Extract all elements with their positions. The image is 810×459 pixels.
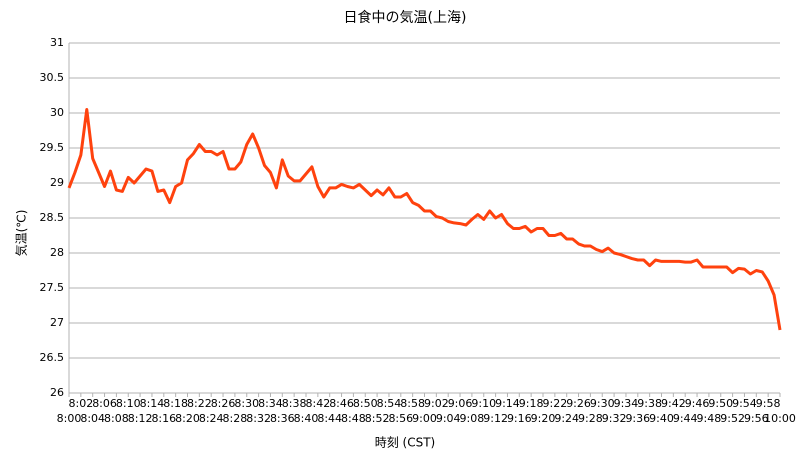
x-tick-label: 8:52 xyxy=(365,412,390,425)
x-tick-label: 8:24 xyxy=(199,412,224,425)
x-tick-label: 9:50 xyxy=(708,397,733,410)
x-tick-label: 8:02 xyxy=(68,397,93,410)
x-tick-label: 10:00 xyxy=(764,412,796,425)
y-tick-label: 30 xyxy=(50,106,64,119)
y-axis-title: 気温(℃) xyxy=(14,210,29,257)
x-tick-label: 9:38 xyxy=(637,397,662,410)
x-tick-label: 8:26 xyxy=(211,397,236,410)
x-tick-label: 9:16 xyxy=(507,412,532,425)
x-tick-label: 9:26 xyxy=(566,397,591,410)
x-tick-label: 9:34 xyxy=(614,397,639,410)
x-tick-label: 9:58 xyxy=(756,397,781,410)
x-tick-label: 9:00 xyxy=(412,412,437,425)
x-tick-label: 8:20 xyxy=(175,412,200,425)
x-tick-label: 9:08 xyxy=(460,412,485,425)
y-tick-label: 29.5 xyxy=(40,141,65,154)
x-tick-label: 8:28 xyxy=(223,412,248,425)
y-tick-label: 29 xyxy=(50,176,64,189)
x-tick-label: 8:48 xyxy=(341,412,366,425)
y-tick-label: 30.5 xyxy=(40,71,65,84)
x-tick-label: 9:20 xyxy=(531,412,556,425)
y-tick-label: 27 xyxy=(50,316,64,329)
x-axis-title: 時刻 (CST) xyxy=(375,436,436,450)
x-tick-label: 8:54 xyxy=(377,397,402,410)
x-tick-label: 8:32 xyxy=(246,412,271,425)
x-tick-label: 9:06 xyxy=(448,397,473,410)
x-tick-label: 9:36 xyxy=(625,412,650,425)
y-tick-label: 26.5 xyxy=(40,351,65,364)
x-tick-label: 8:16 xyxy=(151,412,176,425)
x-tick-label: 8:56 xyxy=(388,412,413,425)
y-tick-label: 27.5 xyxy=(40,281,65,294)
x-tick-label: 8:50 xyxy=(353,397,378,410)
x-tick-label: 8:40 xyxy=(294,412,319,425)
x-tick-label: 8:44 xyxy=(317,412,342,425)
x-tick-label: 8:46 xyxy=(329,397,354,410)
x-tick-label: 9:30 xyxy=(590,397,615,410)
x-tick-label: 9:48 xyxy=(697,412,722,425)
x-tick-label: 9:56 xyxy=(744,412,769,425)
x-tick-label: 9:52 xyxy=(720,412,745,425)
chart-title: 日食中の気温(上海) xyxy=(344,9,467,26)
x-tick-label: 9:02 xyxy=(424,397,449,410)
x-tick-label: 8:10 xyxy=(116,397,141,410)
x-tick-label: 9:14 xyxy=(495,397,520,410)
x-tick-label: 9:42 xyxy=(661,397,686,410)
x-tick-label: 8:38 xyxy=(282,397,307,410)
x-tick-label: 8:12 xyxy=(128,412,153,425)
x-tick-label: 8:36 xyxy=(270,412,295,425)
y-tick-label: 28.5 xyxy=(40,211,65,224)
y-tick-label: 31 xyxy=(50,36,64,49)
x-tick-label: 9:10 xyxy=(471,397,496,410)
x-tick-label: 9:46 xyxy=(685,397,710,410)
data-line xyxy=(67,108,782,331)
x-tick-label: 8:22 xyxy=(187,397,212,410)
x-tick-label: 8:06 xyxy=(92,397,117,410)
x-tick-label: 9:04 xyxy=(436,412,461,425)
x-tick-label: 9:24 xyxy=(554,412,579,425)
x-tick-label: 9:32 xyxy=(602,412,627,425)
x-tick-label: 8:18 xyxy=(163,397,188,410)
x-tick-label: 9:40 xyxy=(649,412,674,425)
x-tick-label: 8:00 xyxy=(57,412,82,425)
x-tick-label: 8:58 xyxy=(400,397,425,410)
x-tick-label: 8:14 xyxy=(140,397,165,410)
x-tick-label: 9:44 xyxy=(673,412,698,425)
x-tick-label: 9:18 xyxy=(519,397,544,410)
x-tick-label: 8:34 xyxy=(258,397,283,410)
x-tick-label: 8:08 xyxy=(104,412,129,425)
x-tick-label: 8:04 xyxy=(80,412,105,425)
x-tick-label: 9:12 xyxy=(483,412,508,425)
x-tick-label: 9:54 xyxy=(732,397,757,410)
y-tick-label: 28 xyxy=(50,246,64,259)
y-tick-label: 26 xyxy=(50,386,64,399)
x-tick-label: 8:42 xyxy=(305,397,330,410)
x-tick-label: 9:28 xyxy=(578,412,603,425)
x-tick-label: 9:22 xyxy=(542,397,567,410)
x-tick-label: 8:30 xyxy=(234,397,259,410)
